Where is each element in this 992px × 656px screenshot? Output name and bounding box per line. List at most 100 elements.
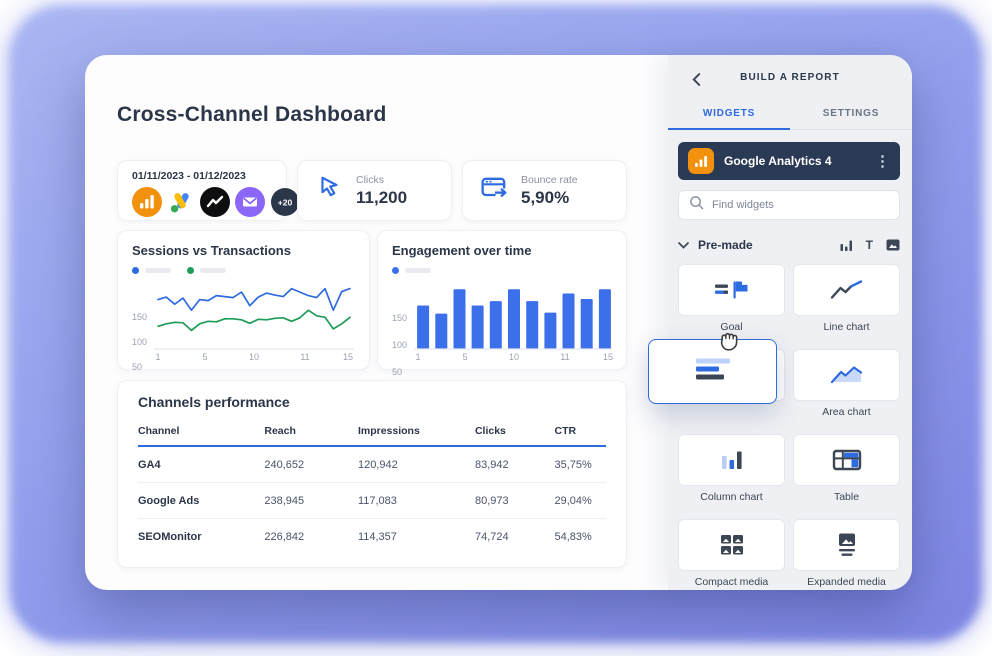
google-analytics-icon — [688, 148, 714, 174]
table-row: SEOMonitor 226,842 114,357 74,724 54,83% — [138, 519, 606, 555]
table-cell: 74,724 — [474, 531, 509, 543]
bounce-rate-kpi-widget[interactable]: Bounce rate 5,90% — [462, 160, 627, 221]
y-tick-label: 100 — [132, 336, 148, 347]
x-tick-label: 10 — [248, 352, 260, 362]
report-builder-window: Cross-Channel Dashboard 01/11/2023 - 01/… — [85, 55, 912, 590]
table-cell: 238,945 — [264, 482, 358, 519]
table-row: GA4 240,652 120,942 83,942 35,75% — [138, 446, 606, 483]
clicks-kpi-widget[interactable]: Clicks 11,200 — [297, 160, 452, 221]
widget-label: Column chart — [700, 491, 763, 503]
dragged-bar-chart-widget[interactable] — [648, 339, 777, 404]
legend-label-placeholder — [405, 268, 431, 273]
widget-tile-area-chart[interactable] — [793, 349, 900, 401]
build-report-panel: BUILD A REPORT WIDGETS SETTINGS Google A… — [668, 55, 912, 590]
panel-body: Google Analytics 4 ⋮ Pre-made — [668, 130, 912, 604]
legend-label-placeholder — [200, 268, 226, 273]
widget-category-icons: T — [840, 238, 900, 252]
kpi-label: Bounce rate — [521, 173, 578, 186]
premade-label: Pre-made — [698, 238, 753, 252]
y-axis-labels: 150 100 50 — [392, 278, 414, 377]
widget-cell: Compact media — [678, 519, 785, 604]
x-tick-label: 1 — [155, 352, 161, 362]
table-column-header: CTR — [554, 416, 606, 447]
table-row: Google Ads 238,945 117,083 80,973 29,04% — [138, 482, 606, 519]
widget-label: Area chart — [822, 406, 871, 418]
widget-tile-table[interactable] — [793, 434, 900, 486]
column-chart-icon[interactable] — [840, 239, 853, 252]
tab-widgets[interactable]: WIDGETS — [668, 98, 790, 130]
widget-tile-column-chart[interactable] — [678, 434, 785, 486]
widget-search[interactable] — [678, 190, 900, 220]
table-column-header: Channel — [138, 416, 265, 447]
table-column-header: Impressions — [357, 416, 475, 447]
media-icon[interactable] — [886, 239, 900, 251]
dashboard-canvas: Cross-Channel Dashboard 01/11/2023 - 01/… — [85, 55, 668, 590]
y-tick-label: 50 — [132, 362, 143, 372]
channels-table-widget[interactable]: Channels performance Channel Reach Impress… — [117, 380, 627, 568]
table-column-header: Reach — [264, 416, 358, 447]
tab-settings[interactable]: SETTINGS — [822, 108, 880, 119]
chart-title: Sessions vs Transactions — [132, 243, 291, 258]
charts-row: Sessions vs Transactions 150 100 50 1 5 10 11… — [117, 230, 668, 377]
date-range: 01/11/2023 - 01/12/2023 — [132, 170, 246, 182]
table-cell: Google Ads — [138, 482, 265, 519]
source-avatars: +20 — [132, 187, 299, 222]
table-title: Channels performance — [138, 394, 290, 410]
trend-line-avatar — [200, 187, 230, 222]
text-icon[interactable]: T — [865, 238, 873, 252]
grab-hand-cursor — [714, 324, 744, 359]
channels-performance-table: Channel Reach Impressions Clicks CTR GA4 240,… — [138, 416, 606, 554]
table-cell: 117,083 — [357, 482, 475, 519]
widget-tile-expanded-media[interactable] — [793, 519, 900, 571]
table-cell: GA4 — [138, 446, 265, 483]
widget-cell: Table — [793, 434, 900, 519]
table-cell: 29,04% — [554, 482, 606, 519]
y-axis-labels: 150 100 50 — [132, 278, 154, 372]
back-chevron-icon[interactable] — [692, 73, 701, 91]
x-axis-labels: 1 5 10 11 15 — [154, 352, 354, 363]
y-tick-label: 50 — [392, 367, 403, 378]
y-tick-label: 150 — [132, 311, 148, 322]
more-sources-badge[interactable]: +20 — [270, 187, 300, 222]
chart-title: Engagement over time — [392, 243, 532, 258]
search-input[interactable] — [712, 199, 889, 211]
widget-cell: Line chart — [793, 264, 900, 349]
bounce-window-icon — [481, 176, 509, 205]
widget-label: Goal — [720, 321, 743, 333]
legend-dot — [132, 267, 139, 274]
bar-chart-widget[interactable]: Engagement over time 150 100 50 1 5 10 11 15 — [377, 230, 627, 377]
table-cell: 114,357 — [357, 531, 397, 543]
widget-tile-line-chart[interactable] — [793, 264, 900, 316]
table-cell: 226,842 — [264, 531, 305, 543]
widget-tile-compact-media[interactable] — [678, 519, 785, 571]
widget-cell: Column chart — [678, 434, 785, 519]
chart-legend — [132, 267, 355, 274]
x-tick-label: 5 — [462, 352, 468, 362]
table-cell: 120,942 — [357, 446, 475, 483]
line-chart-plot — [154, 287, 354, 350]
widget-label: Table — [833, 491, 860, 503]
table-cell: 240,652 — [264, 446, 358, 483]
bar-chart-icon — [695, 358, 731, 385]
widget-label: Line chart — [823, 321, 870, 333]
y-tick-label: 150 — [392, 313, 408, 324]
x-tick-label: 1 — [415, 352, 421, 362]
data-source-selector[interactable]: Google Analytics 4 ⋮ — [678, 142, 900, 180]
y-tick-label: 100 — [392, 340, 408, 351]
bar-chart-plot — [413, 289, 612, 350]
x-axis-labels: 1 5 10 11 15 — [414, 352, 614, 363]
table-cell: 54,83% — [554, 531, 592, 543]
widget-tile-goal[interactable] — [678, 264, 785, 316]
x-tick-label: 10 — [508, 352, 520, 362]
kebab-menu-icon[interactable]: ⋮ — [875, 152, 890, 170]
kpi-row: 01/11/2023 - 01/12/2023 — [117, 160, 668, 221]
x-tick-label: 5 — [202, 352, 208, 362]
widget-cell: Goal — [678, 264, 785, 349]
panel-tabs: WIDGETS SETTINGS — [668, 98, 912, 130]
line-chart-widget[interactable]: Sessions vs Transactions 150 100 50 1 5 10 11… — [117, 230, 370, 372]
google-ads-avatar — [167, 188, 195, 221]
legend-dot — [392, 267, 399, 274]
chevron-down-icon[interactable] — [678, 236, 689, 254]
sources-widget[interactable]: 01/11/2023 - 01/12/2023 — [117, 160, 299, 222]
x-tick-label: 15 — [342, 352, 354, 362]
